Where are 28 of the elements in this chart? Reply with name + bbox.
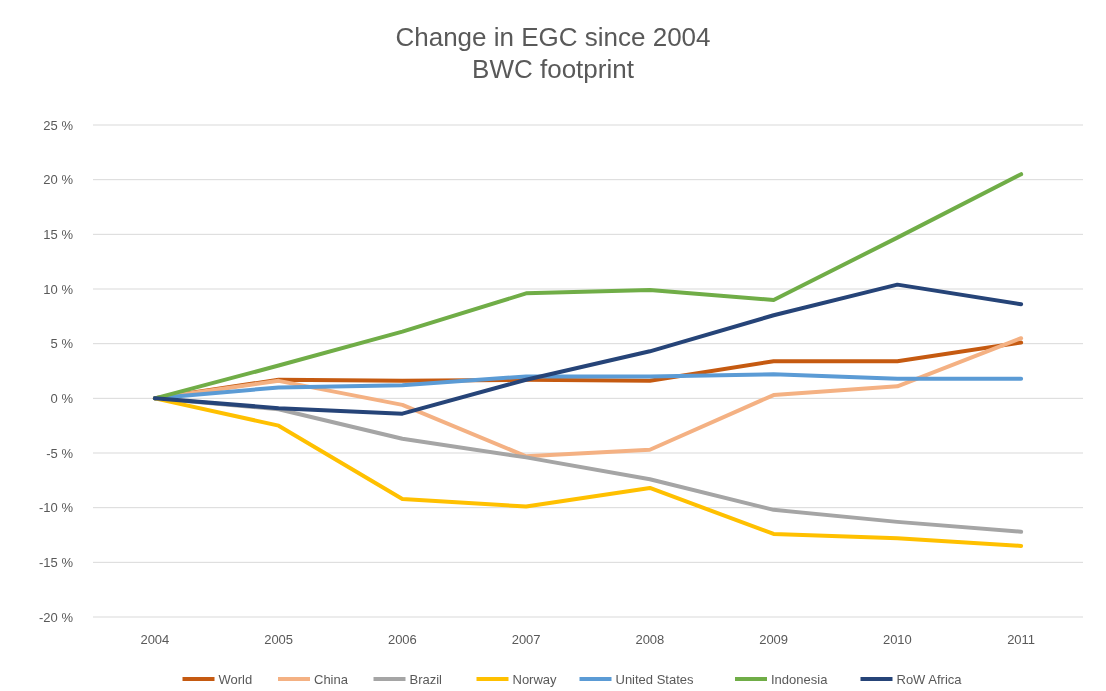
legend-label: Indonesia [771,671,829,687]
x-tick-label: 2006 [387,632,417,647]
x-tick-label: 2009 [759,632,789,647]
legend-label: World [218,671,253,687]
chart-subtitle: BWC footprint [472,54,635,84]
legend-label: RoW Africa [896,671,963,687]
y-tick-label: -5 % [46,445,74,461]
legend-label: Norway [512,671,558,687]
legend-label: China [314,671,349,687]
y-tick-label: 15 % [43,226,74,242]
legend-label: Brazil [409,671,443,687]
y-tick-label: 25 % [43,117,74,133]
y-tick-label: 5 % [50,336,74,352]
chart-title: Change in EGC since 2004 [395,22,711,52]
y-tick-label: -15 % [39,554,74,570]
x-tick-label: 2005 [264,632,294,647]
y-tick-label: -20 % [39,609,74,625]
y-tick-label: 0 % [50,390,74,406]
legend-label: United States [615,671,695,687]
x-tick-label: 2004 [140,632,170,647]
line-series [152,282,1024,416]
x-tick-label: 2011 [1007,632,1036,647]
x-tick-label: 2007 [511,632,541,647]
x-tick-label: 2008 [635,632,665,647]
y-tick-label: -10 % [39,500,74,516]
y-tick-label: 20 % [43,172,74,188]
y-tick-label: 10 % [43,281,74,297]
x-tick-label: 2010 [882,632,912,647]
